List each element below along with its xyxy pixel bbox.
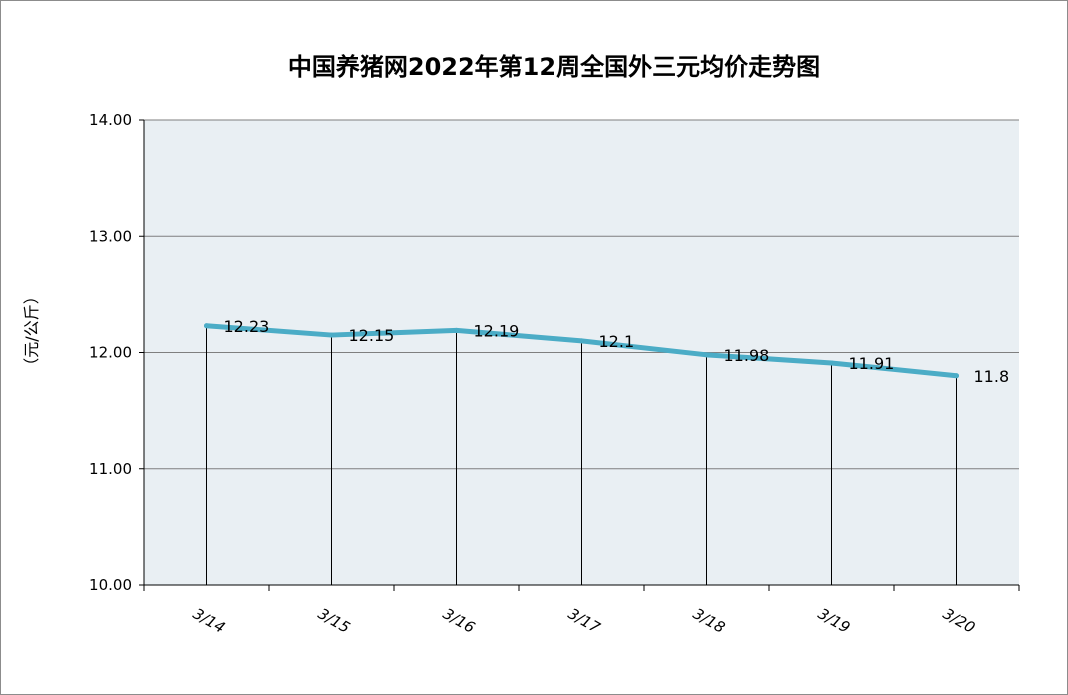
y-tick-label: 10.00 [89, 576, 132, 594]
data-label: 11.98 [724, 346, 770, 365]
data-labels: 12.23 12.15 12.19 12.1 11.98 11.91 11.8 [224, 317, 1010, 386]
y-tick-label: 11.00 [89, 460, 132, 478]
data-label: 12.15 [349, 326, 395, 345]
data-label: 11.91 [849, 354, 895, 373]
data-label: 12.19 [474, 321, 520, 340]
data-label: 11.8 [974, 367, 1010, 386]
data-point [579, 338, 584, 344]
drop-lines [206, 325, 957, 585]
series-group [204, 323, 959, 379]
data-point [829, 360, 834, 366]
data-label: 12.23 [224, 317, 270, 336]
x-tick-label: 3/15 [315, 604, 353, 636]
y-axis-ticks: 10.00 11.00 12.00 13.00 14.00 [89, 111, 144, 594]
y-tick-label: 12.00 [89, 344, 132, 362]
x-axis-ticks: 3/14 3/15 3/16 3/17 3/18 3/19 3/20 [143, 585, 1020, 637]
x-tick-label: 3/16 [440, 604, 478, 636]
x-tick-label: 3/17 [565, 604, 604, 637]
y-tick-label: 13.00 [89, 227, 132, 245]
data-point [954, 373, 959, 379]
data-point [204, 323, 209, 329]
x-tick-label: 3/19 [815, 604, 853, 636]
y-tick-label: 14.00 [89, 111, 132, 129]
data-point [329, 332, 334, 338]
data-label: 12.1 [599, 332, 635, 351]
data-point [454, 327, 459, 333]
x-tick-label: 3/14 [190, 604, 228, 636]
y-axis-label: （元/公斤） [22, 288, 41, 373]
x-tick-label: 3/18 [690, 604, 728, 636]
chart-title: 中国养猪网2022年第12周全国外三元均价走势图 [288, 53, 820, 81]
x-tick-label: 3/20 [940, 604, 978, 636]
data-point [704, 352, 709, 358]
